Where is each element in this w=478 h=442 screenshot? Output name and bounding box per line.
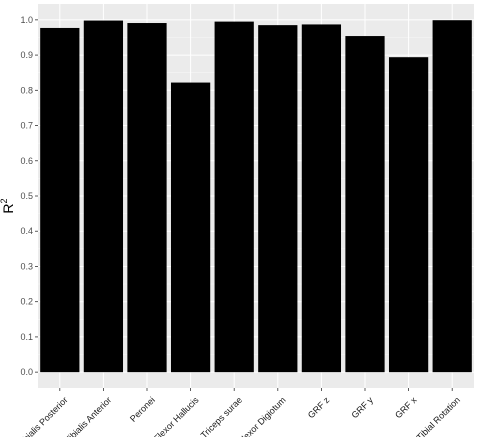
bar (127, 23, 167, 373)
bar (345, 36, 385, 373)
bar (170, 82, 211, 373)
y-tick-label: 0.1 (20, 332, 33, 342)
y-axis-ticks: 0.0 0.1 0.2 0.3 0.4 0.5 0.6 0.7 0.8 0.9 1.0 (20, 15, 38, 377)
x-tick-label: GRF z (306, 395, 332, 421)
bar (432, 20, 472, 373)
bar (388, 57, 429, 373)
y-tick-label: 0.3 (20, 261, 33, 271)
x-tick-label: Flexor Digiotum (236, 395, 288, 437)
y-tick-label: 0.8 (20, 85, 33, 95)
y-tick-label: 0.6 (20, 156, 33, 166)
x-tick-label: Triceps surae (199, 395, 244, 437)
x-tick-label: Tibialis Posterior (16, 395, 70, 437)
y-tick-label: 0.7 (20, 121, 33, 131)
y-tick-label: 0.0 (20, 367, 33, 377)
y-axis-title-superscript: 2 (0, 198, 9, 203)
x-tick-label: GRF y (349, 395, 375, 421)
bar (214, 21, 254, 373)
x-tick-label: Peronei (128, 395, 157, 424)
x-tick-label: Flexor Hallucis (152, 395, 201, 437)
bars (40, 20, 472, 373)
y-tick-label: 0.5 (20, 191, 33, 201)
y-tick-label: 0.9 (20, 50, 33, 60)
y-axis-title-text: R (0, 203, 16, 213)
bar (83, 20, 124, 373)
y-tick-label: 0.4 (20, 226, 33, 236)
bar (258, 25, 298, 373)
y-tick-label: 0.2 (20, 297, 33, 307)
x-tick-label: Tibial Rotation (415, 395, 463, 437)
bar (40, 27, 80, 373)
y-axis-title: R2 (0, 198, 16, 213)
y-tick-label: 1.0 (20, 15, 33, 25)
bar (301, 24, 342, 373)
x-tick-label: Tibialis Anterior (63, 395, 113, 437)
x-tick-label: GRF x (393, 395, 419, 421)
